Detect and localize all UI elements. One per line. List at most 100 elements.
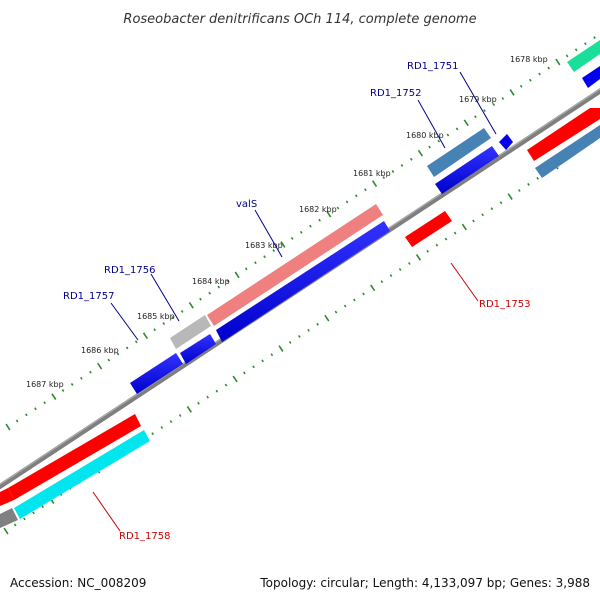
minor-tick [547, 66, 551, 70]
minor-tick [299, 230, 303, 234]
callout-line-rd1-1751 [459, 71, 497, 135]
gene-rd1-1752-outer[interactable] [427, 128, 491, 177]
gene-label-rd1-1753[interactable]: RD1_1753 [479, 299, 530, 310]
minor-tick [261, 359, 264, 363]
minor-tick [499, 201, 503, 205]
minor-tick [23, 517, 26, 521]
gene-label-rd1-1758[interactable]: RD1_1758 [119, 531, 170, 542]
minor-tick [380, 280, 384, 284]
minor-tick [134, 340, 138, 344]
minor-tick [316, 322, 319, 326]
minor-tick [226, 279, 230, 283]
gene-label-callouts: RD1_1751 RD1_1752 valS RD1_1756 RD1_1757… [63, 61, 530, 542]
tick-label-1682: 1682 kbp [299, 205, 337, 214]
minor-tick [444, 237, 448, 241]
major-tick [371, 180, 378, 188]
minor-tick [435, 243, 439, 247]
gene-right-red[interactable] [527, 108, 600, 161]
gene-left-red-stub[interactable] [0, 488, 14, 506]
minor-tick [354, 194, 358, 198]
minor-tick [453, 231, 457, 235]
tick-label-1686: 1686 kbp [81, 346, 119, 355]
gene-rd1-1757-a[interactable] [180, 334, 216, 364]
gene-left-gray-stub[interactable] [0, 508, 18, 528]
callout-line-rd1-1758 [92, 491, 121, 532]
minor-tick [206, 395, 209, 399]
minor-tick [272, 249, 276, 253]
minor-tick [61, 389, 65, 392]
minor-tick [538, 72, 541, 76]
minor-tick [80, 376, 83, 380]
reverse-genes [0, 108, 600, 528]
minor-tick [15, 419, 19, 423]
minor-tick [270, 353, 274, 357]
gene-vals[interactable] [207, 204, 383, 326]
accession-text: Accession: NC_008209 [10, 576, 147, 590]
minor-tick [334, 310, 338, 314]
gene-label-rd1-1751[interactable]: RD1_1751 [407, 61, 458, 72]
minor-tick [391, 170, 395, 173]
minor-tick [43, 401, 46, 405]
gene-rd1-1751[interactable] [499, 134, 513, 150]
minor-tick [13, 523, 17, 527]
map-title: Roseobacter denitrificans OCh 114, compl… [123, 12, 476, 27]
minor-tick [574, 48, 578, 52]
minor-tick [224, 383, 228, 387]
minor-tick [364, 188, 367, 192]
minor-tick [298, 334, 301, 338]
callout-line-rd1-1753 [450, 262, 479, 302]
gene-forward-long-blue[interactable] [216, 221, 390, 342]
minor-tick [490, 207, 494, 211]
major-tick [507, 193, 513, 200]
gene-rd1-1757[interactable] [130, 353, 183, 394]
minor-tick [215, 389, 219, 393]
minor-tick [178, 414, 182, 417]
gene-label-rd1-1757[interactable]: RD1_1757 [63, 291, 114, 302]
minor-tick [345, 200, 349, 204]
major-tick [509, 89, 515, 96]
major-tick [278, 345, 284, 352]
gene-rd1-1752[interactable] [435, 146, 499, 194]
minor-tick [244, 267, 248, 271]
gene-rd1-1756[interactable] [170, 315, 211, 349]
minor-tick [197, 401, 200, 405]
minor-tick [217, 285, 221, 289]
minor-tick [474, 115, 477, 119]
tick-label-1683: 1683 kbp [245, 241, 283, 250]
callout-line-rd1-1757 [110, 302, 139, 341]
major-tick [326, 210, 332, 218]
gene-label-rd1-1756[interactable]: RD1_1756 [104, 265, 155, 276]
tick-labels: 1678 kbp 1679 kbp 1680 kbp 1681 kbp 1682… [26, 55, 548, 389]
major-tick [142, 332, 149, 340]
gene-label-rd1-1752[interactable]: RD1_1752 [370, 88, 421, 99]
callout-line-rd1-1752 [417, 99, 446, 149]
gene-label-vals[interactable]: valS [236, 199, 257, 210]
gene-top-right-green[interactable] [567, 40, 600, 72]
minor-tick [89, 370, 92, 374]
minor-tick [162, 322, 166, 326]
gene-rd1-1758[interactable] [14, 430, 150, 519]
minor-tick [70, 382, 74, 386]
minor-tick [180, 309, 184, 313]
gene-top-right-blue[interactable] [582, 66, 600, 88]
minor-tick [584, 42, 587, 46]
major-tick [3, 527, 9, 535]
gene-lower-red[interactable] [8, 414, 141, 500]
minor-tick [483, 109, 486, 113]
major-tick [461, 223, 467, 231]
gene-rd1-1753[interactable] [405, 211, 452, 247]
minor-tick [208, 291, 211, 295]
minor-tick [263, 255, 266, 259]
minor-tick [565, 54, 569, 58]
minor-tick [519, 84, 523, 88]
minor-tick [408, 262, 411, 265]
callout-line-vals [254, 209, 283, 258]
minor-tick [343, 304, 347, 308]
minor-tick [481, 213, 484, 217]
minor-tick [25, 413, 28, 417]
minor-tick [501, 97, 505, 100]
minor-tick [199, 297, 202, 301]
minor-tick [153, 328, 156, 332]
gene-right-steelblue[interactable] [535, 125, 600, 178]
minor-tick [34, 407, 37, 411]
